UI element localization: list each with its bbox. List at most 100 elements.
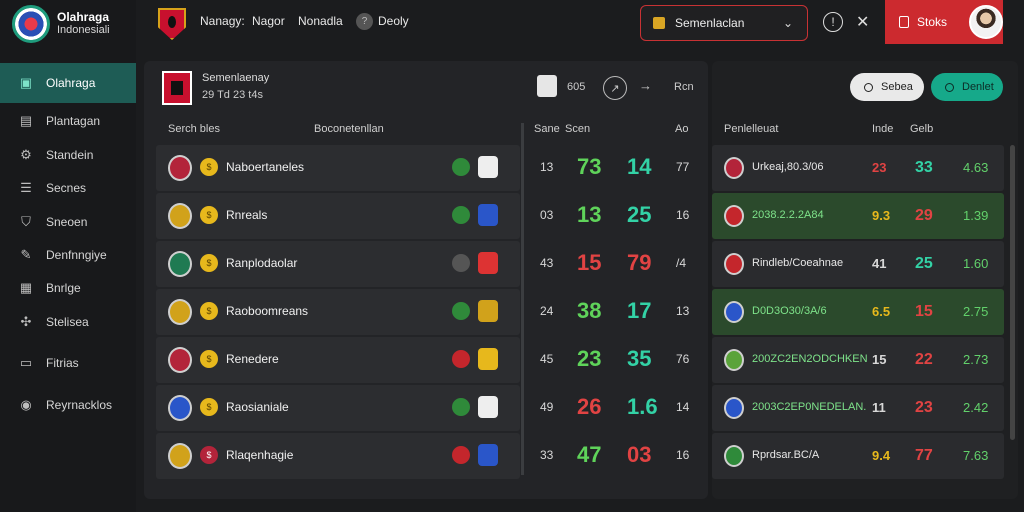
stat-1: 24 [540,304,554,318]
list-item[interactable]: 2038.2.2.2A84 9.3 29 1.39 [712,193,1004,239]
sidebar-item-denfnngiye[interactable]: ✎ Denfnngiye [0,235,136,275]
col-header-a[interactable]: Sane [534,123,560,135]
list-item[interactable]: Urkeaj,80.3/06 23 33 4.63 [712,145,1004,191]
sidebar-item-reyrnacklos[interactable]: ◉ Reyrnacklos [0,385,136,425]
stat-1: 33 [540,448,554,462]
value-c: 1.60 [963,256,989,271]
stat-row: 45 23 35 76 [526,337,706,383]
document-icon[interactable] [537,75,557,97]
sidebar-item-secnes[interactable]: ☰ Secnes [0,168,136,208]
stat-1: 49 [540,400,554,414]
stat-4: 13 [676,304,690,318]
stats-button-label: Stoks [917,15,948,29]
col-header-b[interactable]: Scen [565,123,591,135]
close-icon[interactable]: ✕ [856,14,870,31]
arrow-right-icon[interactable]: → [639,78,652,93]
value-a: 23 [872,160,887,175]
brand[interactable]: Olahraga Indonesiali [12,4,136,44]
stat-4: 77 [676,160,690,174]
fixture-name: Rindleb/Coeahnae [752,257,844,269]
form-icon [452,158,470,176]
scrollbar[interactable] [1010,145,1015,440]
nav-link-1[interactable]: Nanagy: [200,14,245,28]
col-header-name[interactable]: Penlelleuat [724,123,779,135]
stat-2: 23 [577,346,602,371]
shield-icon: ⛉ [21,214,31,229]
stat-2: 13 [577,202,602,227]
form-icon [452,398,470,416]
nav-link-3[interactable]: Nonadla [298,14,343,28]
stat-2: 15 [577,250,602,275]
list-item[interactable]: Rindleb/Coeahnae 41 25 1.60 [712,241,1004,287]
stat-4: 16 [676,208,690,222]
sidebar-item-stelisea[interactable]: ✣ Stelisea [0,302,136,342]
coin-icon: $ [200,254,218,272]
sidebar-item-sneoen[interactable]: ⛉ Sneoen [0,202,136,242]
clipboard-icon: ▤ [19,113,33,128]
stat-row: 13 73 14 77 [526,145,706,191]
club-crest-icon[interactable] [158,8,186,40]
pencil-icon: ✎ [20,247,32,262]
club-crest-icon [724,157,744,179]
table-row[interactable]: $ Renedere [156,337,520,383]
col-header-a[interactable]: Inde [872,123,894,135]
table-row[interactable]: $ Naboertaneles [156,145,520,191]
table-row[interactable]: $ Rnreals [156,193,520,239]
list-item[interactable]: 2003C2EP0NEDELAN. 11 23 2.42 [712,385,1004,431]
fixture-name: D0D3O30/3A/6 [752,305,827,317]
sidebar-item-label: Plantagan [46,114,101,128]
stat-3: 1.6 [627,394,658,419]
sidebar-item-olahraga[interactable]: ▣ Olahraga [0,63,136,103]
opponent-badge-icon [478,204,498,226]
filter-button[interactable]: Denlet [931,73,1003,101]
search-button-label: Sebea [881,81,913,93]
value-c: 7.63 [963,448,989,463]
avatar[interactable] [969,5,1003,39]
opponent-badge-icon [478,156,498,178]
col-header-c[interactable]: Ao [675,123,689,135]
sidebar-item-bnrlge[interactable]: ▦ Bnrlge [0,268,136,308]
opponent-badge-icon [478,396,498,418]
team-name: Naboertaneles [226,160,305,174]
coin-icon: $ [200,302,218,320]
refresh-icon[interactable]: ↗ [603,76,627,100]
table-row[interactable]: $ Raosianiale [156,385,520,431]
search-button[interactable]: Sebea [850,73,924,101]
form-icon [452,254,470,272]
sidebar-item-label: Stelisea [46,315,89,329]
stat-1: 45 [540,352,554,366]
chart-icon: ✣ [20,314,32,329]
col-header-team[interactable]: Serch bles [168,123,220,135]
table-row[interactable]: $ Raoboomreans [156,289,520,335]
stat-4: 14 [676,400,690,414]
fixture-name: 200ZC2EN2ODCHKEN [752,353,868,365]
sidebar-item-label: Denfnngiye [46,248,107,262]
col-header-group[interactable]: Boconetenllan [314,123,384,135]
form-icon [452,350,470,368]
panel-count: 605 [567,81,586,93]
nav-link-2[interactable]: Nagor [252,14,285,28]
table-row[interactable]: $ Rlaqenhagie [156,433,520,479]
table-row[interactable]: $ Ranplodaolar [156,241,520,287]
club-crest-icon [724,445,744,467]
stat-3: 25 [627,202,652,227]
nav-link-4[interactable]: Deoly [378,14,409,28]
season-select[interactable]: Semenlaclan ⌄ [640,5,808,41]
sidebar-item-plantagan[interactable]: ▤ Plantagan [0,101,136,141]
value-c: 2.42 [963,400,989,415]
list-item[interactable]: 200ZC2EN2ODCHKEN 15 22 2.73 [712,337,1004,383]
sidebar-item-standein[interactable]: ⚙ Standein [0,135,136,175]
top-bar: Nanagy: Nagor Nonadla ? Deoly Semenlacla… [136,0,1024,50]
season-select-value: Semenlaclan [675,16,745,30]
club-crest-icon [724,397,744,419]
sidebar-item-fitrias[interactable]: ▭ Fitrias [0,343,136,383]
team-crest-icon [168,251,192,277]
team-crest-icon [168,395,192,421]
list-item[interactable]: Rprdsar.BC/A 9.4 77 7.63 [712,433,1004,479]
list-item[interactable]: D0D3O30/3A/6 6.5 15 2.75 [712,289,1004,335]
dashboard-icon: ▣ [19,75,33,90]
alert-button[interactable]: ! [823,12,843,32]
col-header-b[interactable]: Gelb [910,123,934,135]
form-icon [452,206,470,224]
